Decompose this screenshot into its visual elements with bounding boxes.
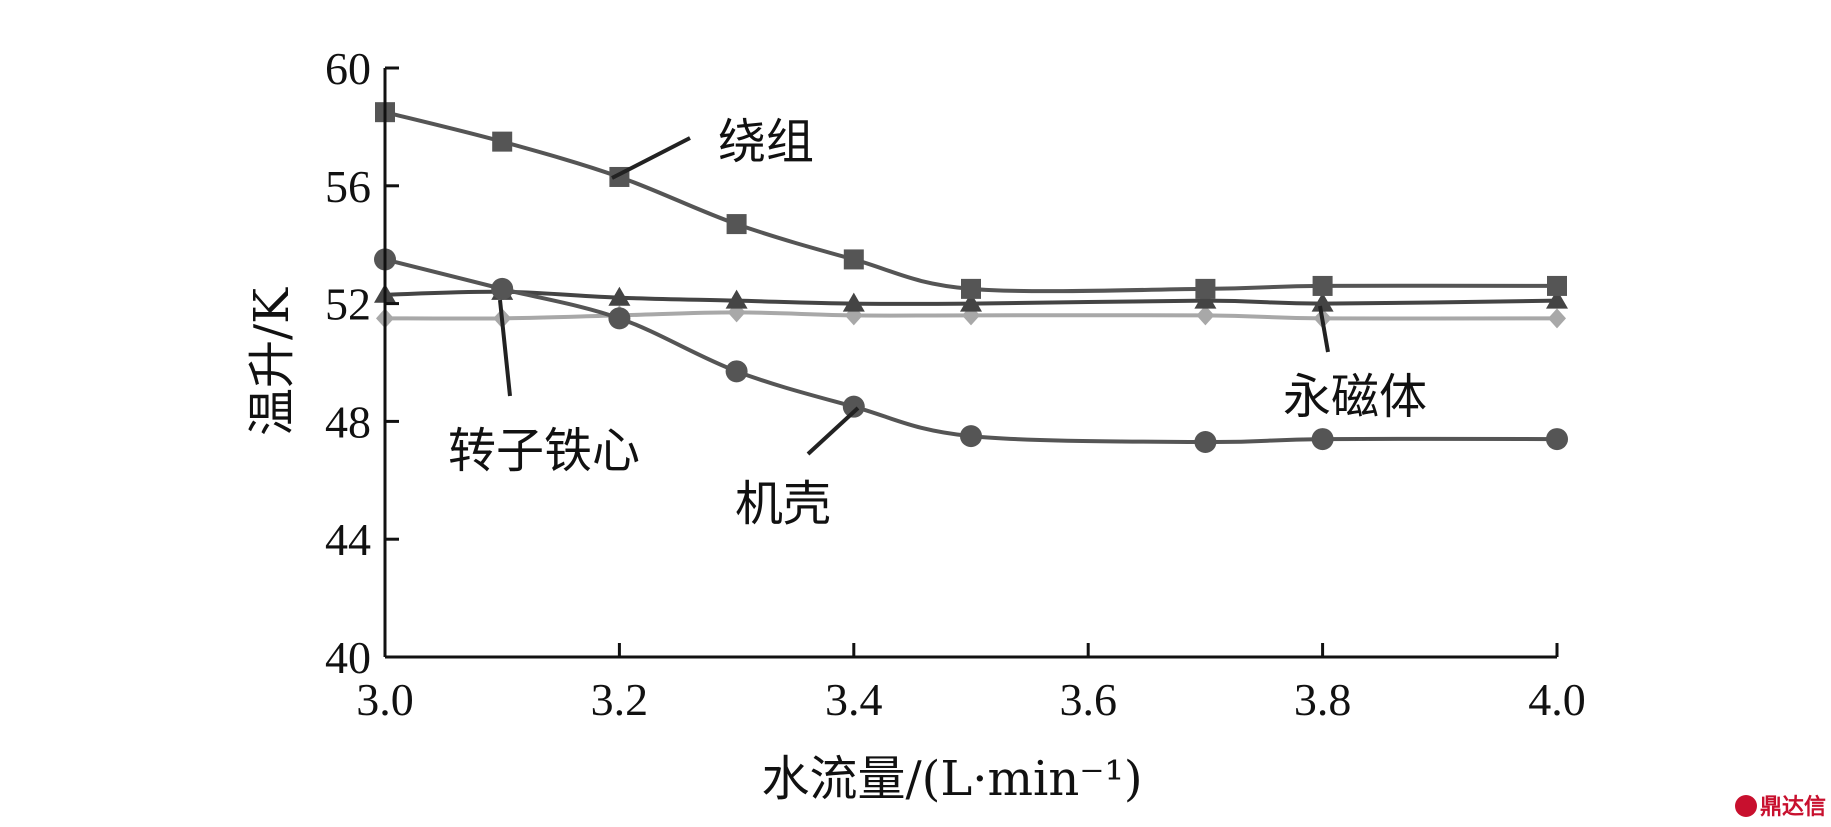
data-point-square — [726, 214, 747, 235]
data-point-circle — [1546, 428, 1568, 451]
data-point-triangle — [960, 292, 982, 312]
watermark-group: 鼎达信 — [1735, 794, 1826, 820]
data-point-circle — [1311, 428, 1334, 451]
leader-winding — [611, 136, 691, 180]
data-point-circle — [1194, 431, 1217, 454]
x-tick-label: 3.6 — [1059, 674, 1117, 725]
y-tick-label: 56 — [325, 161, 371, 212]
x-axis-title: 水流量/(L·min⁻¹) — [761, 751, 1142, 807]
y-axis-title: 温升/K — [244, 287, 300, 436]
data-point-triangle — [1194, 289, 1217, 309]
data-point-square — [961, 278, 981, 299]
leader-housing — [806, 406, 860, 456]
data-point-triangle — [1311, 292, 1334, 312]
annotation-magnet: 永磁体 — [1283, 369, 1427, 425]
x-tick-label: 4.0 — [1528, 674, 1586, 725]
data-point-square — [1312, 275, 1333, 296]
annotation-housing: 机壳 — [735, 476, 831, 532]
watermark: 鼎达信 — [1760, 794, 1826, 820]
x-tick-label: 3.0 — [356, 674, 414, 725]
plot-markers — [374, 102, 1568, 454]
data-point-circle — [842, 395, 865, 418]
y-tick-label: 44 — [325, 514, 371, 565]
data-point-circle — [725, 360, 748, 383]
data-point-square — [1195, 278, 1216, 299]
data-point-circle — [960, 425, 982, 448]
data-point-square — [1547, 275, 1567, 296]
annotation-winding: 绕组 — [718, 114, 814, 170]
data-point-diamond — [1548, 308, 1566, 329]
y-tick-label: 52 — [325, 279, 371, 330]
data-point-triangle — [608, 286, 631, 306]
y-tick-label: 40 — [325, 632, 371, 683]
annotations: 绕组 转子铁心 机壳 永磁体 — [448, 114, 1427, 532]
leader-magnet — [1318, 305, 1330, 353]
ticks — [383, 66, 1559, 659]
data-point-triangle — [1546, 289, 1568, 309]
data-point-square — [843, 249, 864, 270]
leader-rotor-core — [498, 299, 512, 397]
series-line-square — [384, 110, 1558, 294]
watermark-logo-icon — [1735, 795, 1757, 817]
y-tick-label: 60 — [325, 43, 371, 94]
annotation-rotor-core: 转子铁心 — [448, 423, 640, 479]
data-point-triangle — [725, 289, 748, 309]
data-point-circle — [491, 277, 514, 300]
data-point-diamond — [1196, 305, 1215, 326]
data-point-square — [492, 131, 513, 152]
x-tick-label: 3.4 — [825, 674, 883, 725]
tick-labels: 3.0 3.2 3.4 3.6 3.8 4.0 40 44 48 52 56 60 — [325, 43, 1586, 725]
x-tick-label: 3.8 — [1294, 674, 1352, 725]
data-point-triangle — [842, 292, 865, 312]
axes — [383, 68, 1557, 659]
data-point-circle — [608, 307, 631, 330]
y-tick-label: 48 — [325, 396, 371, 447]
x-tick-label: 3.2 — [591, 674, 649, 725]
